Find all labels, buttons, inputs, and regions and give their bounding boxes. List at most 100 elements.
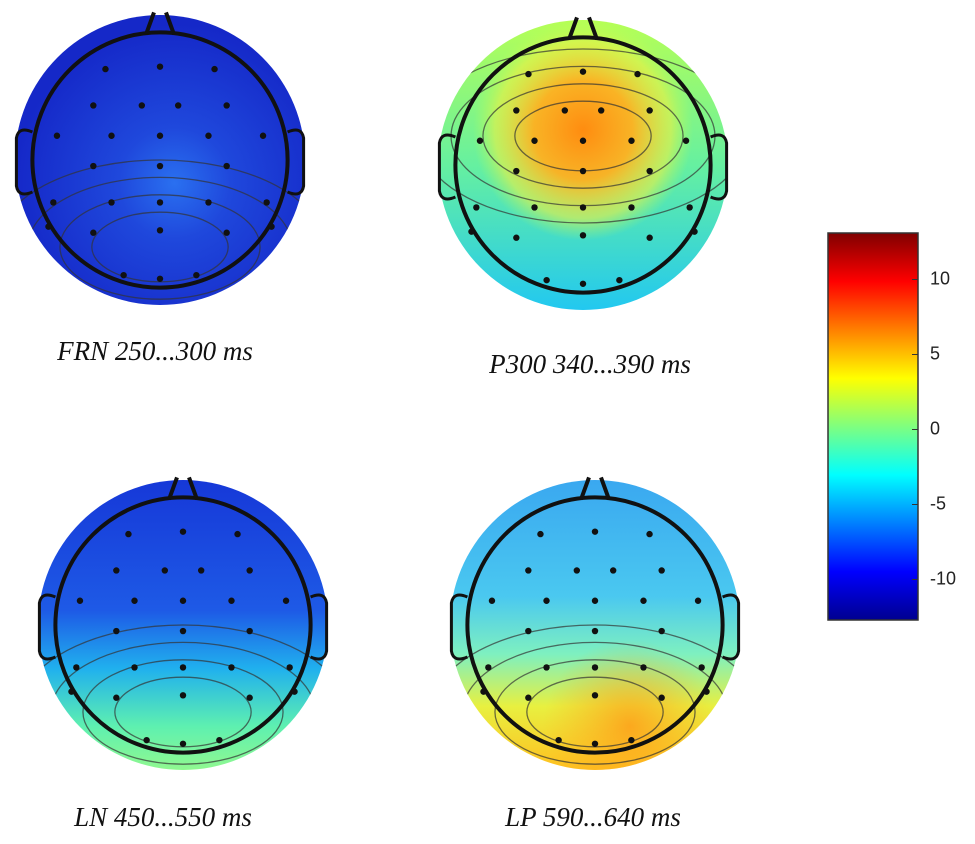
electrode — [174, 102, 182, 109]
electrode — [646, 530, 653, 538]
electrode — [108, 199, 115, 206]
electrode — [473, 204, 480, 211]
electrode — [156, 132, 164, 139]
electrode — [579, 280, 587, 287]
electrode — [113, 567, 120, 574]
head-outline — [30, 30, 290, 290]
electrode — [179, 528, 187, 535]
electrode — [291, 688, 298, 695]
electrode — [543, 276, 550, 284]
ear — [710, 133, 729, 201]
electrode — [640, 664, 647, 671]
electrode — [205, 132, 212, 139]
electrode — [234, 530, 241, 538]
electrode — [263, 199, 270, 206]
electrode — [179, 692, 187, 699]
contour — [494, 659, 696, 765]
head-outline — [53, 495, 313, 755]
nose — [579, 476, 611, 501]
electrode — [246, 567, 253, 574]
electrode — [211, 65, 218, 73]
electrode — [53, 132, 61, 139]
electrode — [228, 597, 235, 604]
electrode — [646, 234, 653, 241]
scalp-map — [438, 20, 728, 310]
nose — [567, 16, 599, 41]
electrode — [205, 199, 212, 206]
electrode — [640, 597, 647, 604]
electrode — [480, 688, 487, 695]
tick-label: -10 — [930, 568, 956, 588]
electrode — [579, 232, 587, 239]
electrode — [591, 740, 599, 747]
electrode — [193, 271, 200, 279]
contour — [450, 624, 740, 770]
electrode — [646, 167, 653, 175]
electrode — [246, 694, 253, 701]
electrode — [156, 63, 164, 70]
electrode — [694, 597, 702, 604]
electrode — [223, 229, 230, 236]
electrode — [138, 102, 146, 109]
electrode — [609, 567, 617, 574]
electrode — [102, 65, 109, 73]
electrode — [686, 204, 693, 211]
electrode — [591, 597, 599, 604]
electrode — [76, 597, 84, 604]
topomap — [437, 16, 729, 310]
electrode — [179, 627, 187, 635]
contour — [15, 159, 305, 305]
electrode — [597, 107, 605, 114]
electrode — [682, 137, 690, 144]
electrode — [543, 597, 550, 604]
electrode — [488, 597, 496, 604]
topomap — [14, 11, 306, 305]
tick-label: 5 — [930, 343, 940, 363]
electrode — [485, 664, 492, 671]
electrode — [131, 597, 138, 604]
electrode — [691, 228, 698, 235]
electrode — [591, 692, 599, 699]
ear — [37, 593, 56, 661]
ear — [722, 593, 741, 661]
ear — [449, 593, 468, 661]
electrode — [468, 228, 475, 235]
electrode — [197, 567, 205, 574]
electrode — [616, 276, 623, 284]
topomap — [37, 476, 329, 770]
electrode — [591, 627, 599, 635]
panel-label: P300 340...390 ms — [488, 349, 691, 379]
electrode — [513, 167, 520, 175]
electrode — [591, 664, 599, 671]
electrode — [658, 627, 665, 635]
electrode — [525, 567, 532, 574]
electrode — [628, 204, 635, 211]
electrode — [513, 234, 520, 241]
electrode — [90, 162, 97, 170]
electrode — [216, 736, 223, 744]
electrode — [525, 627, 532, 635]
electrode — [703, 688, 710, 695]
electrode — [579, 68, 587, 75]
ear — [310, 593, 329, 661]
electrode — [543, 664, 550, 671]
colorbar — [827, 232, 919, 621]
electrode — [223, 102, 230, 109]
electrode — [646, 107, 653, 114]
panel-label: LN 450...550 ms — [73, 802, 252, 832]
electrode — [525, 70, 532, 78]
electrode — [573, 567, 581, 574]
electrode — [90, 102, 97, 109]
electrode — [156, 227, 164, 234]
electrode — [525, 694, 532, 701]
electrode — [579, 137, 587, 144]
electrode — [658, 694, 665, 701]
head-outline — [465, 495, 725, 755]
electrode — [161, 567, 169, 574]
tick-label: 0 — [930, 418, 940, 438]
electrode — [90, 229, 97, 236]
electrode — [531, 204, 538, 211]
nose — [144, 11, 176, 36]
